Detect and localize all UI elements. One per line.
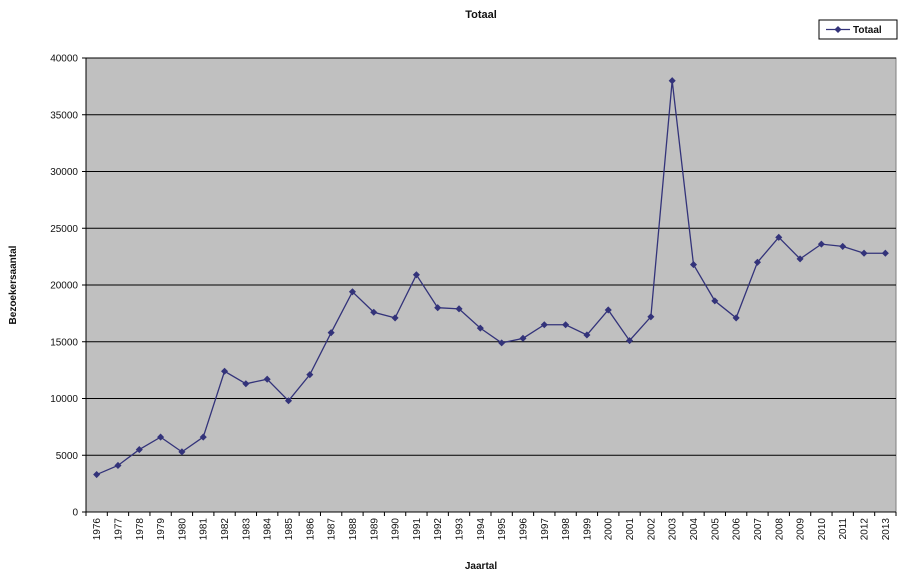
- x-tick-label: 2000: [604, 518, 615, 541]
- x-tick-label: 1995: [497, 518, 508, 541]
- x-tick-label: 1982: [220, 518, 231, 541]
- data-point: [157, 433, 165, 441]
- data-point: [796, 255, 804, 263]
- y-tick-label: 0: [72, 508, 78, 519]
- x-tick-label: 2007: [753, 518, 764, 541]
- x-tick-label: 1978: [135, 518, 146, 541]
- data-point: [93, 471, 101, 479]
- data-point: [753, 258, 761, 266]
- x-tick-label: 1987: [327, 518, 338, 541]
- x-tick-label: 1991: [412, 518, 423, 541]
- x-tick-label: 1990: [391, 518, 402, 541]
- data-point: [284, 397, 293, 405]
- data-point: [732, 314, 740, 322]
- data-point: [881, 249, 889, 257]
- x-tick-label: 1980: [177, 518, 188, 541]
- x-tick-label: 2011: [838, 518, 849, 540]
- x-tick-label: 2002: [646, 518, 657, 541]
- x-tick-label: 2003: [668, 518, 679, 541]
- data-point: [476, 324, 484, 332]
- data-point: [540, 321, 548, 329]
- x-tick-label: 1992: [433, 518, 444, 541]
- chart-title: Totaal: [465, 9, 497, 21]
- data-point: [604, 306, 612, 314]
- data-point: [114, 461, 122, 470]
- data-point: [370, 308, 378, 316]
- x-tick-label: 2006: [732, 518, 743, 541]
- x-tick-label: 1998: [561, 518, 572, 541]
- x-tick-label: 1999: [582, 518, 593, 541]
- gridlines: [86, 57, 896, 456]
- legend-marker: [834, 25, 842, 34]
- y-tick-label: 40000: [50, 54, 78, 65]
- x-tick-label: 2005: [710, 518, 721, 541]
- x-tick-label: 1994: [476, 518, 487, 541]
- data-point: [391, 314, 399, 322]
- y-tick-label: 20000: [50, 281, 78, 292]
- data-point: [221, 367, 229, 375]
- y-tick-label: 5000: [56, 451, 79, 462]
- x-tick-label: 1985: [284, 518, 295, 541]
- data-point: [647, 313, 655, 321]
- x-tick-label: 2013: [881, 518, 892, 541]
- x-tick-label: 1993: [455, 518, 466, 541]
- x-tick-label: 1986: [305, 518, 316, 541]
- data-point: [306, 371, 314, 379]
- x-tick-label: 1976: [92, 518, 103, 541]
- series-totaal: [93, 77, 889, 479]
- x-tick-label: 1989: [369, 518, 380, 541]
- data-point: [775, 233, 783, 241]
- y-tick-label: 35000: [50, 110, 78, 121]
- data-point: [626, 337, 634, 345]
- y-axis-title: Bezoekersaantal: [8, 245, 19, 324]
- x-axis: 1976 1977 1978 1979 1980 1981 1982 1983 1984 1985…: [85, 511, 897, 541]
- data-point: [519, 334, 527, 342]
- data-point: [434, 304, 442, 312]
- y-tick-label: 30000: [50, 167, 78, 178]
- legend-label: Totaal: [853, 25, 882, 36]
- x-tick-label: 2001: [625, 518, 636, 541]
- x-tick-label: 1997: [540, 518, 551, 541]
- x-tick-label: 2012: [860, 518, 871, 541]
- x-tick-label: 1984: [263, 518, 274, 541]
- legend-box: [818, 19, 898, 40]
- x-tick-label: 1996: [518, 518, 529, 541]
- data-point: [412, 271, 420, 279]
- data-point: [498, 339, 506, 347]
- x-axis-title: Jaartal: [465, 561, 497, 572]
- x-tick-label: 1981: [199, 518, 210, 541]
- data-point: [860, 249, 868, 257]
- data-point: [263, 375, 271, 383]
- x-tick-label: 2009: [796, 518, 807, 541]
- x-tick-label: 1977: [113, 518, 124, 541]
- x-tick-label: 1979: [156, 518, 167, 541]
- data-point: [839, 242, 847, 250]
- y-axis: 0 5000 10000 15000 20000 25000 30000 35000 40000: [50, 54, 87, 519]
- data-point: [327, 329, 335, 337]
- y-tick-label: 10000: [50, 394, 78, 405]
- data-point: [562, 321, 570, 329]
- data-point: [242, 380, 250, 388]
- data-point: [348, 288, 356, 296]
- data-point: [135, 446, 143, 454]
- data-point: [817, 240, 825, 248]
- data-point: [689, 261, 698, 269]
- data-point: [178, 448, 186, 456]
- data-point: [199, 433, 207, 441]
- x-tick-label: 1988: [348, 518, 359, 541]
- x-tick-label: 1983: [241, 518, 252, 541]
- legend: Totaal: [818, 19, 898, 40]
- x-tick-label: 2008: [774, 518, 785, 541]
- data-point: [455, 305, 463, 313]
- y-tick-label: 25000: [50, 224, 78, 235]
- data-point: [668, 77, 676, 85]
- data-point: [711, 297, 719, 305]
- series-line: [96, 80, 886, 476]
- x-tick-label: 2010: [817, 518, 828, 541]
- x-tick-label: 2004: [689, 518, 700, 541]
- y-tick-label: 15000: [50, 337, 78, 348]
- data-point: [583, 331, 591, 339]
